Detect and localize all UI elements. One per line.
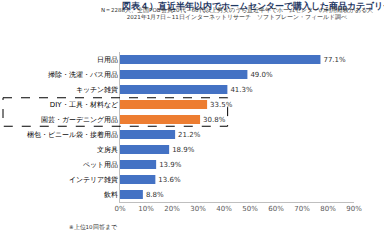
svg-text:30%: 30% (190, 205, 206, 213)
svg-text:図表４）直近半年以内でホームセンターで購入した商品カテゴリー: 図表４）直近半年以内でホームセンターで購入した商品カテゴリー（選択肢・複数回答） (122, 1, 384, 11)
svg-text:キッチン雑貨: キッチン雑貨 (76, 86, 118, 94)
svg-text:13.6%: 13.6% (158, 176, 181, 184)
svg-text:33.5%: 33.5% (210, 101, 233, 109)
svg-text:60%: 60% (268, 205, 284, 213)
svg-text:77.1%: 77.1% (323, 56, 346, 64)
svg-text:70%: 70% (294, 205, 310, 213)
svg-text:20%: 20% (164, 205, 180, 213)
svg-text:N＝2288人、全国POB会員20代～60代以上男女のうち直: N＝2288人、全国POB会員20代～60代以上男女のうち直近半年でホームセンタ… (101, 7, 373, 20)
svg-text:ペット用品: ペット用品 (83, 161, 118, 169)
svg-text:40%: 40% (216, 205, 232, 213)
svg-text:文房具: 文房具 (97, 146, 118, 154)
svg-text:8.8%: 8.8% (146, 191, 164, 199)
svg-text:30.8%: 30.8% (203, 116, 226, 124)
svg-text:21.2%: 21.2% (178, 131, 201, 139)
svg-text:DIY・工具・材料など: DIY・工具・材料など (50, 101, 118, 109)
svg-text:0%: 0% (114, 205, 125, 213)
svg-text:50%: 50% (242, 205, 258, 213)
svg-text:日用品: 日用品 (97, 56, 118, 64)
svg-text:※上位10回答まで: ※上位10回答まで (69, 224, 118, 230)
svg-text:掃除・洗濯・バス用品: 掃除・洗濯・バス用品 (48, 71, 118, 79)
svg-text:梱包・ビニール袋・接着用品: 梱包・ビニール袋・接着用品 (27, 131, 118, 139)
svg-text:10%: 10% (138, 205, 154, 213)
svg-text:80%: 80% (320, 205, 336, 213)
svg-text:49.0%: 49.0% (250, 71, 273, 79)
svg-text:90%: 90% (346, 205, 362, 213)
svg-text:41.3%: 41.3% (230, 86, 253, 94)
svg-text:インテリア雑貨: インテリア雑貨 (69, 176, 118, 184)
svg-text:13.9%: 13.9% (159, 161, 182, 169)
svg-text:園芸・ガーデニング用品: 園芸・ガーデニング用品 (41, 116, 118, 124)
svg-text:18.9%: 18.9% (172, 146, 195, 154)
svg-text:飲料: 飲料 (104, 191, 118, 199)
